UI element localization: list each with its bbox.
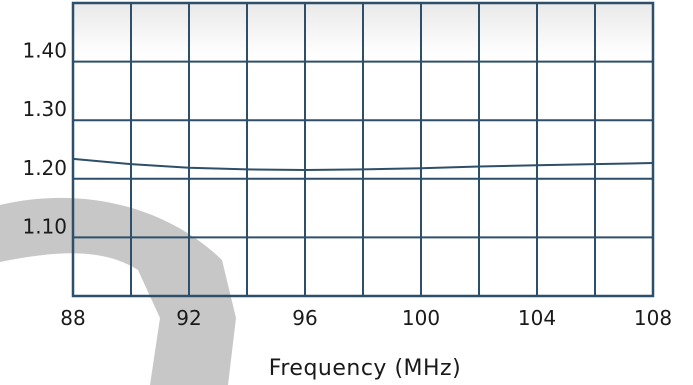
x-tick-label: 96 [292,306,317,330]
series-line-1 [73,157,653,172]
series-layer [73,157,653,172]
y-tick-label: 1.30 [22,97,67,121]
watermark-shape [0,197,236,385]
x-tick-label: 88 [60,306,85,330]
plot-border [71,1,655,298]
y-tick-label: 1.40 [22,39,67,63]
x-tick-label: 92 [176,306,201,330]
y-tick-label: 1.10 [22,214,67,238]
x-tick-label: 104 [518,306,556,330]
y-tick-labels: 1.40 1.30 1.20 1.10 [22,39,67,239]
y-tick-label: 1.20 [22,156,67,180]
grid [71,1,655,298]
x-axis-title: Frequency (MHz) [269,356,461,381]
x-tick-labels: 88 92 96 100 104 108 [60,306,672,330]
x-tick-label: 100 [402,306,440,330]
x-tick-label: 108 [634,306,672,330]
